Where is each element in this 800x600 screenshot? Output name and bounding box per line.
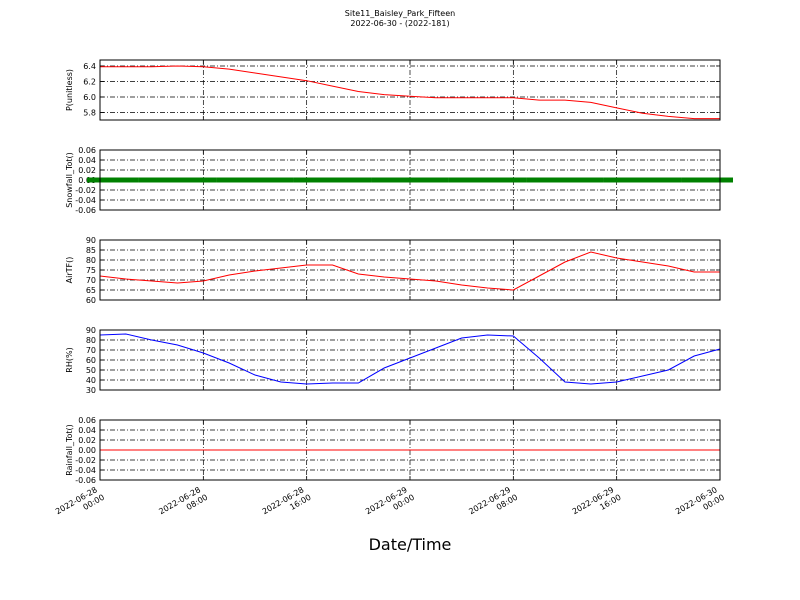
plot-frame <box>99 59 721 121</box>
y-tick-label: 0.02 <box>78 436 96 445</box>
data-point <box>422 177 449 183</box>
figure-title: Site11_Baisley_Park_Fifteen <box>345 9 455 18</box>
plot-frame <box>99 419 721 481</box>
y-tick-label: -0.04 <box>75 466 96 475</box>
y-tick-label: 65 <box>86 286 96 295</box>
y-axis-label: Rainfall_Tot() <box>65 424 74 476</box>
y-axis-label: P(unitless) <box>65 69 74 111</box>
y-tick-label: 6.0 <box>83 93 96 102</box>
y-tick-label: 0.04 <box>78 426 96 435</box>
y-tick-label: 6.2 <box>83 77 96 86</box>
y-axis-label: Snowfall_Tot() <box>65 152 74 208</box>
data-point <box>629 177 656 183</box>
y-tick-label: -0.06 <box>75 476 96 485</box>
data-point <box>474 177 501 183</box>
y-tick-label: 6.4 <box>83 62 96 71</box>
data-point <box>655 177 682 183</box>
data-point <box>500 177 527 183</box>
y-tick-label: 40 <box>86 376 96 385</box>
data-line <box>99 333 721 385</box>
y-tick-label: 80 <box>86 256 96 265</box>
y-tick-label: 90 <box>86 236 96 245</box>
data-point <box>603 177 630 183</box>
plot-frame <box>99 329 721 391</box>
data-point <box>552 177 578 183</box>
data-point <box>112 177 139 183</box>
y-tick-label: 75 <box>86 266 96 275</box>
data-point <box>577 177 604 183</box>
data-point <box>138 177 165 183</box>
data-point <box>448 177 475 183</box>
x-axis-label: Date/Time <box>369 535 452 554</box>
data-point <box>681 177 708 183</box>
data-point <box>293 177 320 183</box>
y-tick-label: 60 <box>86 296 96 305</box>
data-line <box>99 251 720 291</box>
data-point <box>242 177 268 183</box>
data-point <box>526 177 553 183</box>
data-point <box>345 177 372 183</box>
y-tick-label: 0.06 <box>78 416 96 425</box>
y-tick-label: 30 <box>86 386 96 395</box>
y-tick-label: 90 <box>86 326 96 335</box>
y-tick-label: 80 <box>86 336 96 345</box>
data-point <box>397 177 423 183</box>
data-line <box>100 65 720 120</box>
y-tick-label: -0.02 <box>75 186 96 195</box>
y-tick-label: -0.02 <box>75 456 96 465</box>
data-point <box>164 177 191 183</box>
y-tick-label: 70 <box>86 276 96 285</box>
data-point <box>319 177 346 183</box>
figure-subtitle: 2022-06-30 - (2022-181) <box>350 19 449 28</box>
y-tick-label: -0.04 <box>75 196 96 205</box>
y-tick-label: 70 <box>86 346 96 355</box>
y-axis-label: RH(%) <box>65 347 74 372</box>
data-point <box>267 177 294 183</box>
y-tick-label: 0.00 <box>78 446 96 455</box>
y-axis-label: AirTF() <box>65 257 74 284</box>
plot-frame <box>99 239 721 301</box>
y-tick-label: 5.8 <box>83 108 96 117</box>
plot-frame <box>99 149 721 211</box>
y-tick-label: 85 <box>86 246 96 255</box>
y-tick-label: 60 <box>86 356 96 365</box>
data-point <box>216 177 243 183</box>
y-tick-label: -0.06 <box>75 206 96 215</box>
data-point <box>371 177 398 183</box>
y-tick-label: 0.04 <box>78 156 96 165</box>
y-tick-label: 0.02 <box>78 166 96 175</box>
y-tick-label: 50 <box>86 366 96 375</box>
data-point <box>190 177 217 183</box>
y-tick-label: 0.06 <box>78 146 96 155</box>
